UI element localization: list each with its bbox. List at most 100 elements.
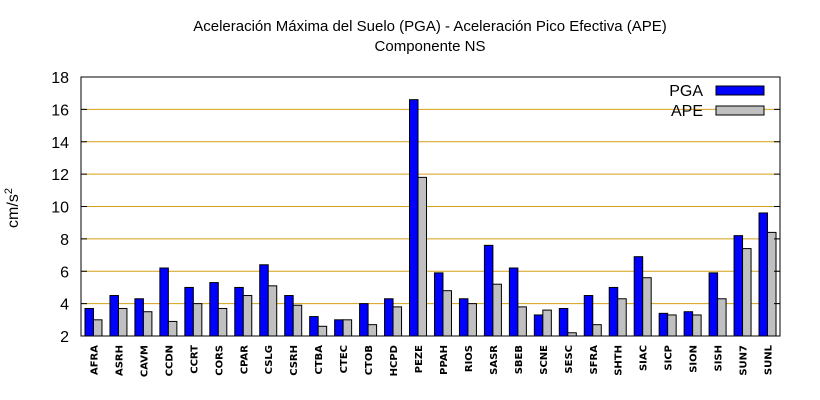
- x-tick-label-cors: CORS: [214, 345, 225, 376]
- bar-ape-sasr: [492, 283, 502, 337]
- bar-pga-rios: [458, 298, 469, 337]
- chart-title: Aceleración Máxima del Suelo (PGA) - Ace…: [193, 18, 667, 35]
- bar-pga-sasr: [483, 244, 494, 337]
- bar-pga-sfra: [583, 295, 594, 337]
- x-tick-label-sunl: SUNL: [764, 344, 775, 375]
- bar-ape-sunl: [767, 231, 777, 337]
- x-tick-label-cslg: CSLG: [264, 345, 275, 374]
- bar-ape-sish: [717, 298, 727, 337]
- y-axis-label-exponent: 2: [3, 188, 15, 194]
- x-tick-label-siac: SIAC: [639, 345, 650, 371]
- y-tick-label-14: 14: [51, 135, 69, 152]
- bar-ape-sicp: [667, 314, 677, 337]
- bar-pga-asrh: [109, 295, 119, 337]
- bar-pga-hcpd: [384, 298, 394, 337]
- bar-ape-ppah: [442, 290, 452, 337]
- bar-pga-ccdn: [159, 267, 169, 337]
- bar-pga-cpar: [234, 286, 244, 337]
- x-tick-label-ppah: PPAH: [439, 345, 450, 375]
- bar-pga-peze: [409, 99, 419, 337]
- x-tick-label-cavm: CAVM: [139, 345, 150, 377]
- chart-subtitle: Componente NS: [375, 38, 486, 55]
- x-tick-label-sfra: SFRA: [589, 345, 600, 375]
- bar-pga-siac: [633, 256, 644, 337]
- x-tick-label-cpar: CPAR: [239, 345, 250, 374]
- bar-pga-ppah: [433, 272, 444, 337]
- bar-pga-shth: [608, 286, 619, 337]
- bar-ape-siac: [642, 277, 652, 337]
- x-tick-label-ccrt: CCRT: [189, 345, 200, 374]
- x-tick-label-rios: RIOS: [464, 345, 475, 372]
- bar-ape-cslg: [267, 285, 278, 337]
- legend-label-pga: PGA: [669, 83, 703, 100]
- bar-ape-hcpd: [392, 306, 403, 337]
- bar-ape-cavm: [142, 311, 153, 337]
- x-tick-label-sun7: SUN7: [739, 345, 750, 376]
- x-tick-label-sion: SION: [689, 345, 700, 373]
- bar-pga-cslg: [259, 264, 269, 337]
- bar-ape-sun7: [742, 248, 752, 337]
- bar-ape-ctba: [317, 325, 328, 337]
- bar-ape-ccdn: [167, 320, 178, 337]
- bar-pga-cavm: [134, 298, 144, 337]
- bar-ape-ccrt: [192, 303, 203, 337]
- bar-ape-ctob: [367, 324, 378, 337]
- bar-ape-scne: [542, 309, 552, 337]
- bar-ape-shth: [617, 298, 627, 337]
- bar-pga-sunl: [758, 212, 769, 337]
- bar-ape-csrh: [292, 304, 303, 337]
- x-tick-label-scne: SCNE: [539, 345, 550, 375]
- x-tick-label-sesc: SESC: [564, 345, 575, 374]
- x-tick-label-ccdn: CCDN: [164, 345, 175, 376]
- y-tick-label-6: 6: [60, 264, 69, 281]
- x-tick-label-shth: SHTH: [614, 345, 625, 376]
- x-tick-label-sbeb: SBEB: [514, 345, 525, 374]
- svg-text:cm/s2: cm/s2: [3, 188, 22, 228]
- x-tick-label-peze: PEZE: [414, 345, 425, 373]
- bar-pga-cors: [209, 282, 219, 337]
- legend-swatch-pga: [715, 85, 765, 96]
- x-tick-label-ctob: CTOB: [364, 345, 375, 375]
- bar-ape-cors: [217, 307, 228, 337]
- bar-ape-afra: [92, 319, 103, 337]
- x-tick-label-ctec: CTEC: [339, 345, 350, 373]
- bar-pga-ctob: [359, 303, 369, 337]
- y-tick-label-2: 2: [60, 329, 69, 346]
- bar-ape-ctec: [342, 319, 353, 337]
- x-tick-label-sasr: SASR: [489, 345, 500, 375]
- legend-label-ape: APE: [671, 103, 703, 120]
- x-tick-label-afra: AFRA: [89, 345, 100, 375]
- bar-pga-sicp: [658, 312, 669, 337]
- y-tick-label-12: 12: [51, 167, 69, 184]
- bar-pga-sun7: [733, 235, 744, 337]
- bar-ape-peze: [417, 176, 428, 337]
- bar-pga-ctec: [334, 319, 344, 337]
- x-tick-label-sish: SISH: [714, 345, 725, 372]
- y-tick-label-4: 4: [60, 297, 69, 314]
- x-tick-label-ctba: CTBA: [314, 345, 325, 375]
- bar-ape-rios: [467, 303, 477, 337]
- bar-ape-sfra: [592, 324, 602, 337]
- bar-pga-sion: [683, 311, 694, 337]
- bar-pga-sesc: [558, 307, 569, 337]
- bar-pga-scne: [533, 314, 544, 337]
- bar-pga-afra: [84, 307, 94, 337]
- bar-ape-cpar: [242, 295, 253, 337]
- x-tick-label-csrh: CSRH: [289, 345, 300, 376]
- bar-ape-sbeb: [517, 306, 527, 337]
- x-tick-label-sicp: SICP: [664, 345, 675, 371]
- bar-pga-sbeb: [508, 267, 519, 337]
- bar-ape-asrh: [117, 307, 128, 337]
- x-tick-label-asrh: ASRH: [114, 345, 125, 376]
- y-axis-label-group: cm/s2: [3, 188, 22, 228]
- bar-pga-ccrt: [184, 286, 194, 337]
- y-axis-label: cm/s: [5, 194, 22, 228]
- bar-pga-ctba: [309, 316, 319, 337]
- bar-pga-sish: [708, 272, 719, 337]
- y-tick-label-16: 16: [51, 102, 69, 119]
- legend-swatch-ape: [715, 105, 765, 116]
- bar-pga-csrh: [284, 295, 294, 337]
- y-tick-label-18: 18: [51, 70, 69, 87]
